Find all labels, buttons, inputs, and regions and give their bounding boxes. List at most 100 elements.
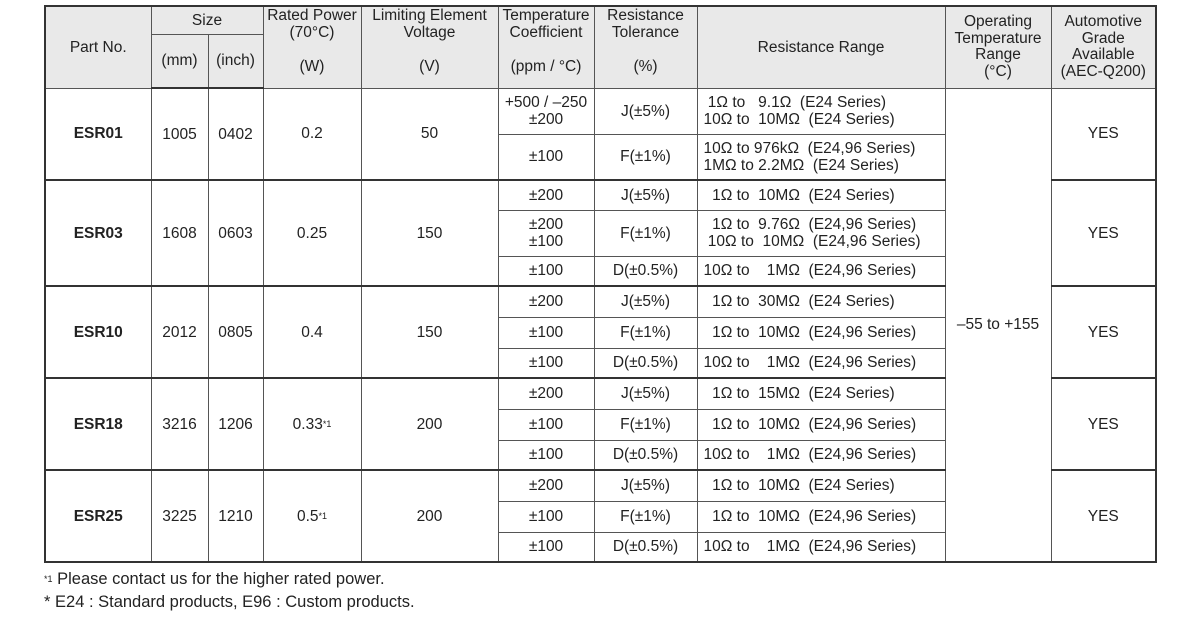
size-inch: 0402 — [207, 87, 264, 181]
table-row: ±100 D(±0.5%) 10Ω to 1MΩ (E24,96 Series) — [45, 531, 1156, 563]
resistance-range: 1Ω to 10MΩ (E24 Series) — [696, 469, 946, 502]
table-row: ±100 F(±1%) 10Ω to 976kΩ (E24,96 Series) 1… — [45, 133, 1156, 181]
header-size: Size — [150, 5, 264, 35]
voltage: 150 — [360, 285, 499, 379]
table-row: ±100 F(±1%) 1Ω to 10MΩ (E24,96 Series) — [45, 408, 1156, 441]
part-no: ESR10 — [44, 285, 152, 379]
tcr-label: Temperature Coefficient — [502, 7, 590, 41]
resistance-range: 10Ω to 1MΩ (E24,96 Series) — [696, 439, 946, 471]
rated-power: 0.5*1 — [262, 469, 362, 563]
rated-power: 0.25 — [262, 179, 362, 287]
size-inch: 0603 — [207, 179, 264, 287]
size-inch: 0805 — [207, 285, 264, 379]
tolerance: F(±1%) — [593, 408, 698, 441]
part-no: ESR01 — [44, 87, 152, 181]
tolerance: D(±0.5%) — [593, 347, 698, 379]
tcr: ±100 — [497, 347, 595, 379]
table-row: ESR03 1608 0603 0.25 150 ±200 J(±5%) 1Ω to 10M… — [44, 179, 1157, 287]
tcr: ±200 — [497, 469, 595, 502]
tcr: ±100 — [497, 133, 595, 181]
voltage: 200 — [360, 469, 499, 563]
header-rated-power: Rated Power (70°C) (W) — [262, 5, 362, 89]
tcr: ±200 — [497, 179, 595, 211]
size-mm: 3216 — [150, 377, 209, 471]
footnotes: *1 Please contact us for the higher rate… — [44, 568, 415, 614]
part-no: ESR03 — [44, 179, 152, 287]
header-range: Resistance Range — [696, 5, 946, 89]
tolerance: F(±1%) — [593, 500, 698, 533]
automotive-grade: YES — [1050, 285, 1157, 379]
rated-power-note: *1 — [322, 418, 332, 429]
header-part-no: Part No. — [44, 5, 152, 89]
tcr-unit: (ppm / °C) — [510, 58, 582, 75]
tolerance: F(±1%) — [593, 209, 698, 257]
resistance-range: 10Ω to 1MΩ (E24,96 Series) — [696, 255, 946, 287]
tolerance: J(±5%) — [593, 285, 698, 318]
rated-power-value: 0.25 — [296, 224, 328, 242]
voltage-unit: (V) — [419, 58, 440, 75]
tcr: +500 / –250 ±200 — [497, 87, 595, 135]
size-mm: 3225 — [150, 469, 209, 563]
resistance-range: 1Ω to 10MΩ (E24,96 Series) — [696, 500, 946, 533]
tolerance: J(±5%) — [593, 377, 698, 410]
tcr: ±200 — [497, 377, 595, 410]
automotive-grade: YES — [1050, 87, 1157, 181]
tolerance: D(±0.5%) — [593, 255, 698, 287]
resistance-range: 10Ω to 1MΩ (E24,96 Series) — [696, 347, 946, 379]
automotive-grade: YES — [1050, 179, 1157, 287]
tolerance: F(±1%) — [593, 133, 698, 181]
tolerance: F(±1%) — [593, 316, 698, 349]
resistance-range: 1Ω to 9.76Ω (E24,96 Series) 10Ω to 10MΩ … — [696, 209, 946, 257]
voltage-label: Limiting Element Voltage — [372, 7, 487, 41]
footnote-text: Please contact us for the higher rated p… — [52, 570, 385, 588]
resistance-range: 10Ω to 1MΩ (E24,96 Series) — [696, 531, 946, 563]
table-row: ESR25 3225 1210 0.5*1 200 ±200 J(±5%) 1Ω to 10… — [44, 469, 1157, 563]
resistance-range: 1Ω to 30MΩ (E24 Series) — [696, 285, 946, 318]
table-row: ESR18 3216 1206 0.33*1 200 ±200 J(±5%) 1Ω to 1… — [44, 377, 1157, 471]
tolerance: D(±0.5%) — [593, 531, 698, 563]
footnote-1: *1 Please contact us for the higher rate… — [44, 568, 415, 591]
tolerance: J(±5%) — [593, 87, 698, 135]
tcr: ±200 — [497, 285, 595, 318]
voltage: 150 — [360, 179, 499, 287]
footnote-text: E24 : Standard products, E96 : Custom pr… — [50, 593, 415, 611]
header-mm: (mm) — [150, 33, 209, 89]
rated-power-value: 0.33 — [292, 415, 323, 433]
rated-power: 0.4 — [262, 285, 362, 379]
rated-power-value: 0.5 — [296, 507, 319, 525]
resistance-range: 1Ω to 10MΩ (E24,96 Series) — [696, 408, 946, 441]
tcr: ±100 — [497, 316, 595, 349]
resistor-spec-table: Part No. Size Rated Power (70°C) (W) Limi… — [44, 5, 1157, 563]
header-voltage: Limiting Element Voltage (V) — [360, 5, 499, 89]
tolerance-unit: (%) — [633, 58, 658, 75]
header-inch: (inch) — [207, 33, 264, 89]
footnote-2: * E24 : Standard products, E96 : Custom … — [44, 591, 415, 614]
voltage: 50 — [360, 87, 499, 181]
rated-power: 0.2 — [262, 87, 362, 181]
size-mm: 1608 — [150, 179, 209, 287]
rated-power-unit: (W) — [299, 58, 325, 75]
table-row: ±100 F(±1%) 1Ω to 10MΩ (E24,96 Series) — [45, 500, 1156, 533]
tcr: ±100 — [497, 255, 595, 287]
automotive-grade: YES — [1050, 377, 1157, 471]
size-mm: 2012 — [150, 285, 209, 379]
tcr: ±100 — [497, 500, 595, 533]
rated-power-note: *1 — [318, 510, 328, 521]
automotive-grade: YES — [1050, 469, 1157, 563]
resistance-range: 1Ω to 10MΩ (E24,96 Series) — [696, 316, 946, 349]
resistance-range: 10Ω to 976kΩ (E24,96 Series) 1MΩ to 2.2M… — [696, 133, 946, 181]
tolerance: J(±5%) — [593, 469, 698, 502]
size-inch: 1206 — [207, 377, 264, 471]
table-row: ±200 ±100 F(±1%) 1Ω to 9.76Ω (E24,96 Seri… — [45, 209, 1156, 257]
rated-power-value: 0.4 — [301, 323, 323, 341]
size-inch: 1210 — [207, 469, 264, 563]
tcr: ±100 — [497, 408, 595, 441]
header-tcr: Temperature Coefficient (ppm / °C) — [497, 5, 595, 89]
resistance-range: 1Ω to 15MΩ (E24 Series) — [696, 377, 946, 410]
operating-temp: –55 to +155 — [944, 87, 1052, 563]
size-mm: 1005 — [150, 87, 209, 181]
tolerance: D(±0.5%) — [593, 439, 698, 471]
header-automotive: Automotive Grade Available (AEC-Q200) — [1050, 5, 1157, 89]
tolerance-label: Resistance Tolerance — [607, 7, 684, 41]
footnote-mark: * — [44, 593, 51, 611]
